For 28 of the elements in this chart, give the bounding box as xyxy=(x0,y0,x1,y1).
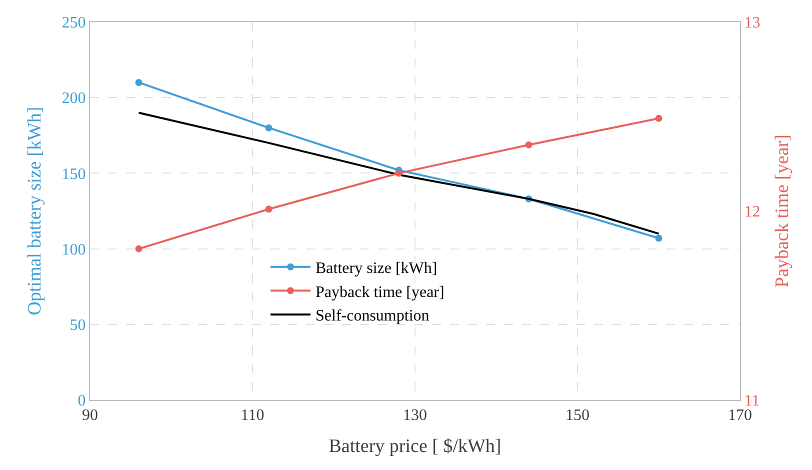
legend-label: Self-consumption xyxy=(316,308,430,325)
legend-label: Battery size [kWh] xyxy=(316,260,438,278)
x-tick-label: 110 xyxy=(240,407,264,424)
point xyxy=(265,206,272,213)
legend-label: Payback time [year] xyxy=(316,284,444,301)
point xyxy=(135,245,142,252)
point xyxy=(655,234,662,242)
point xyxy=(525,141,532,148)
x-tick-label: 130 xyxy=(403,407,427,424)
point xyxy=(655,114,662,122)
y-tick-label: 200 xyxy=(62,90,86,108)
y2-tick-label: 12 xyxy=(744,204,760,221)
y2-axis-title: Payback time [year] xyxy=(772,134,793,288)
y-tick-label: 250 xyxy=(62,14,86,32)
point xyxy=(135,78,142,86)
y-tick-label: 100 xyxy=(62,241,86,258)
x-tick-label: 150 xyxy=(566,407,590,424)
point xyxy=(395,170,402,177)
y-tick-label: 50 xyxy=(70,317,86,334)
x-tick-label: 170 xyxy=(728,407,752,424)
y-tick-label: 150 xyxy=(62,166,86,183)
y-axis-title: Optimal battery size [kWh] xyxy=(24,106,46,316)
x-axis-title: Battery price [ $/kWh] xyxy=(328,436,502,457)
y2-tick-label: 13 xyxy=(744,14,760,32)
x-tick-label: 90 xyxy=(82,407,98,424)
y2-tick-label: 11 xyxy=(744,392,760,410)
point xyxy=(265,124,272,132)
y-tick-label: 0 xyxy=(78,392,86,410)
